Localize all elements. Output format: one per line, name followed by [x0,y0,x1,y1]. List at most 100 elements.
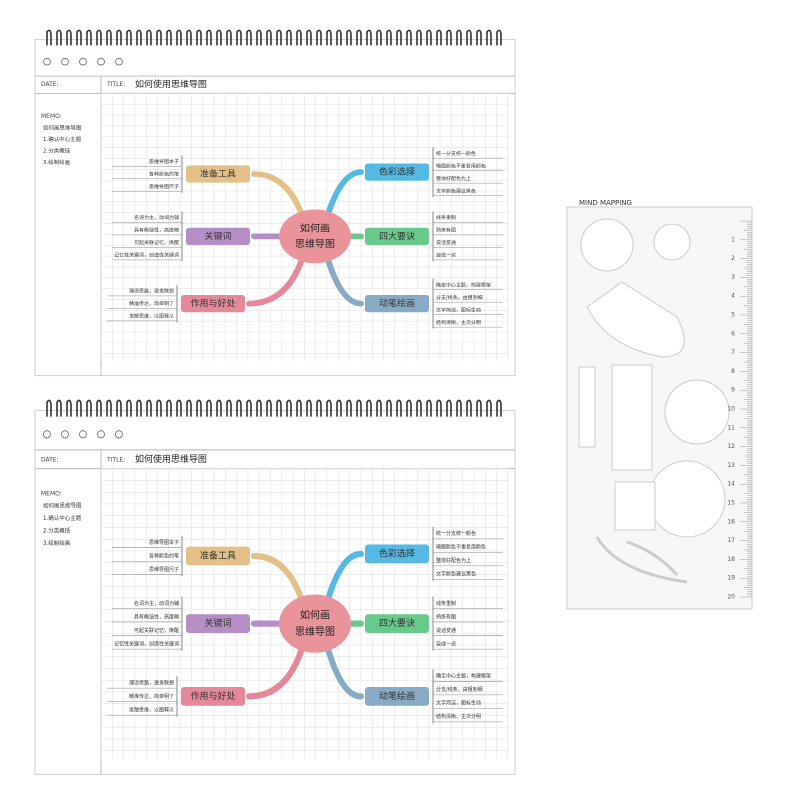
leaf-text: 记忆性关键词，创造性关键词 [114,252,179,259]
spiral-ring [446,29,452,46]
spiral-ring [496,29,502,46]
memo-line: 3.绘制绘画 [43,158,70,166]
leaf-text: 分支/线条，由粗到细 [436,686,483,693]
title-label: TITLE: [106,82,125,88]
branch-box [365,614,429,633]
ruler-number: 4 [731,293,735,300]
ruler-number: 1 [731,236,735,243]
branch-label: 关键词 [205,617,232,629]
spiral-ring [186,399,192,417]
spiral-ring [476,29,482,46]
spiral-ring [96,29,102,46]
leaf-text: 思维导图尺子 [149,566,179,573]
leaf-text: 可起关联记忆，唤醒 [134,627,179,634]
spiral-ring [46,399,52,417]
memo-label: MEMO: [41,114,62,120]
leaf-text: 思维导图本子 [149,539,179,546]
spiral-ring [176,399,182,417]
spiral-ring [456,399,462,417]
spiral-ring [246,399,252,417]
leaf-text: 结构清晰，主次分明 [436,319,481,326]
branch-label: 关键词 [205,230,232,242]
ruler-number: 15 [727,500,735,507]
spiral-ring [226,29,232,46]
spiral-ring [416,29,422,46]
branch-box [181,687,245,706]
spiral-ring [336,399,342,417]
ruler-number: 7 [731,349,735,356]
spiral-ring [126,29,132,46]
spiral-ring [476,399,482,417]
branch-box [365,544,429,564]
spiral-ring [376,399,382,417]
spiral-ring [56,29,62,46]
spiral-ring [156,29,162,46]
spiral-ring [466,29,472,46]
spiral-ring [136,399,142,417]
branch-box [365,687,429,706]
spiral-ring [276,399,282,417]
spiral-ring [396,399,402,417]
leaf-text: 各种颜色的笔 [149,171,179,178]
leaf-text: 线条重制 [436,214,456,221]
spiral-ring [86,29,92,46]
branch-box [365,294,429,313]
spiral-ring [96,399,102,417]
weather-icon [115,430,123,439]
weather-icon [97,430,105,439]
spiral-ring [156,399,162,417]
spiral-ring [436,399,442,417]
leaf-text: 名词为主，动词为辅 [134,214,179,221]
branch-label: 动笔绘画 [379,297,415,309]
branch-box [186,614,250,633]
spiral-ring [166,29,172,46]
spiral-ring [176,29,182,46]
spiral-ring [486,29,492,46]
weather-icon [79,57,87,66]
ruler-number: 12 [727,443,735,450]
spiral-ring [466,399,472,417]
leaf-text: 说话变通 [436,239,456,246]
spiral-ring [106,29,112,46]
memo-label: MEMO: [41,491,62,498]
ruler-number: 17 [727,537,735,544]
branch-box [181,294,245,313]
spiral-ring [216,29,222,46]
stencil-arrow [595,536,688,584]
spiral-ring [446,399,452,417]
leaf-text: 各种颜色的笔 [149,552,179,559]
leaf-text: 发散思维，以图释义 [129,313,174,320]
spiral-ring [326,29,332,46]
branch-label: 准备工具 [200,168,236,180]
ruler-number: 9 [731,387,735,394]
leaf-text: 具有概括性，高度精 [134,613,179,620]
stencil-hole [586,281,685,358]
leaf-text: 线条重制 [436,600,456,607]
leaf-text: 统一分支统一颜色 [436,150,476,157]
weather-icon [97,57,105,66]
ruler-number: 16 [727,518,735,525]
spiral-ring [286,399,292,417]
leaf-text: 分支/线条，由粗到细 [436,294,483,301]
spiral-ring [366,399,372,417]
spiral-ring [236,399,242,417]
spiral-ring [206,399,212,417]
branch-label: 四大要诀 [379,230,415,242]
center-node [279,209,351,264]
spiral-ring [336,29,342,46]
leaf-text: 思维导图本子 [149,158,179,165]
spiral-ring [136,29,142,46]
center-text: 如何画 [300,222,330,235]
leaf-text: 熟练有图 [436,613,456,620]
leaf-text: 暗图颜色不重复用颜色 [436,162,486,169]
stencil-hole [653,223,691,261]
spiral-ring [366,29,372,46]
spiral-ring [386,29,392,46]
spiral-ring [166,399,172,417]
spiral-ring [356,399,362,417]
spiral-ring [496,399,502,417]
leaf-text: 文字颜色建议黑色 [436,187,476,194]
ruler-number: 3 [731,274,735,281]
ruler-number: 5 [731,312,735,319]
